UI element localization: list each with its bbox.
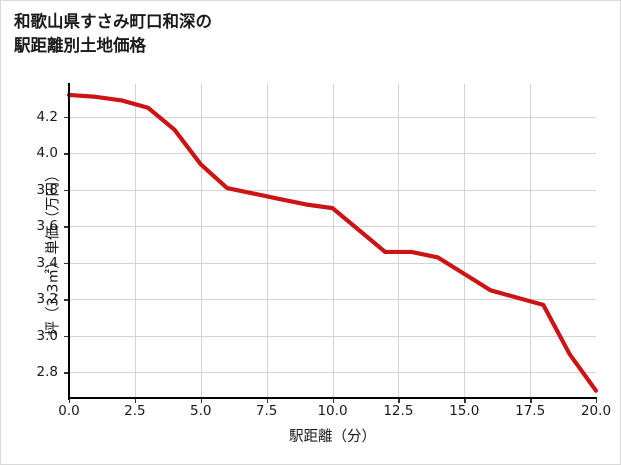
x-axis-label: 駅距離（分） bbox=[289, 429, 376, 445]
y-tick-mark bbox=[64, 153, 68, 155]
y-axis-spine bbox=[68, 83, 71, 400]
x-tick-mark bbox=[596, 399, 598, 403]
y-tick-mark bbox=[64, 226, 68, 228]
y-axis-label: 坪（3.3㎡）単価（万円） bbox=[45, 167, 62, 336]
plot-area bbox=[69, 84, 596, 398]
x-tick-label: 10.0 bbox=[317, 403, 348, 419]
y-tick-label: 2.8 bbox=[36, 364, 58, 381]
y-tick-label: 3.2 bbox=[36, 291, 58, 308]
gridline-vertical bbox=[398, 84, 400, 398]
x-axis-spine bbox=[68, 397, 597, 400]
x-tick-label: 2.5 bbox=[124, 403, 146, 419]
line-series-坪単価 bbox=[69, 84, 596, 398]
x-tick-label: 20.0 bbox=[580, 403, 612, 419]
x-tick-mark bbox=[69, 399, 71, 403]
x-tick-label: 12.5 bbox=[383, 403, 414, 419]
x-tick-mark bbox=[464, 399, 466, 403]
y-tick-mark bbox=[64, 189, 68, 192]
x-tick-label: 7.5 bbox=[255, 403, 278, 419]
y-tick-mark bbox=[64, 116, 68, 119]
y-tick-label: 3.4 bbox=[36, 254, 58, 271]
gridline-vertical bbox=[332, 84, 334, 398]
y-tick-mark bbox=[64, 372, 68, 374]
page-title: 和歌山県すさみ町口和深の 駅距離別土地価格 bbox=[14, 12, 212, 55]
y-tick-mark bbox=[64, 335, 68, 338]
y-tick-label: 3.0 bbox=[36, 327, 58, 344]
y-tick-label: 3.8 bbox=[36, 181, 58, 198]
gridline-vertical bbox=[464, 84, 466, 398]
x-tick-label: 17.5 bbox=[515, 403, 546, 419]
y-tick-label: 4.2 bbox=[36, 108, 58, 125]
x-tick-label: 15.0 bbox=[449, 403, 480, 419]
y-tick-label: 4.0 bbox=[36, 145, 58, 162]
y-tick-label: 3.6 bbox=[36, 218, 58, 235]
x-tick-label: 0.0 bbox=[58, 403, 80, 419]
y-tick-mark bbox=[64, 262, 68, 265]
y-tick-mark bbox=[64, 299, 68, 301]
x-tick-mark bbox=[134, 399, 137, 403]
x-tick-mark bbox=[530, 399, 532, 403]
gridlines bbox=[69, 84, 596, 398]
gridline-vertical bbox=[530, 84, 532, 398]
x-tick-mark bbox=[398, 399, 400, 403]
gridline-vertical bbox=[200, 84, 202, 398]
gridline-vertical bbox=[134, 84, 136, 398]
x-tick-mark bbox=[332, 399, 334, 403]
x-tick-label: 5.0 bbox=[190, 403, 212, 419]
gridline-vertical bbox=[266, 84, 268, 398]
x-tick-mark bbox=[200, 399, 203, 403]
x-tick-mark bbox=[266, 399, 269, 403]
